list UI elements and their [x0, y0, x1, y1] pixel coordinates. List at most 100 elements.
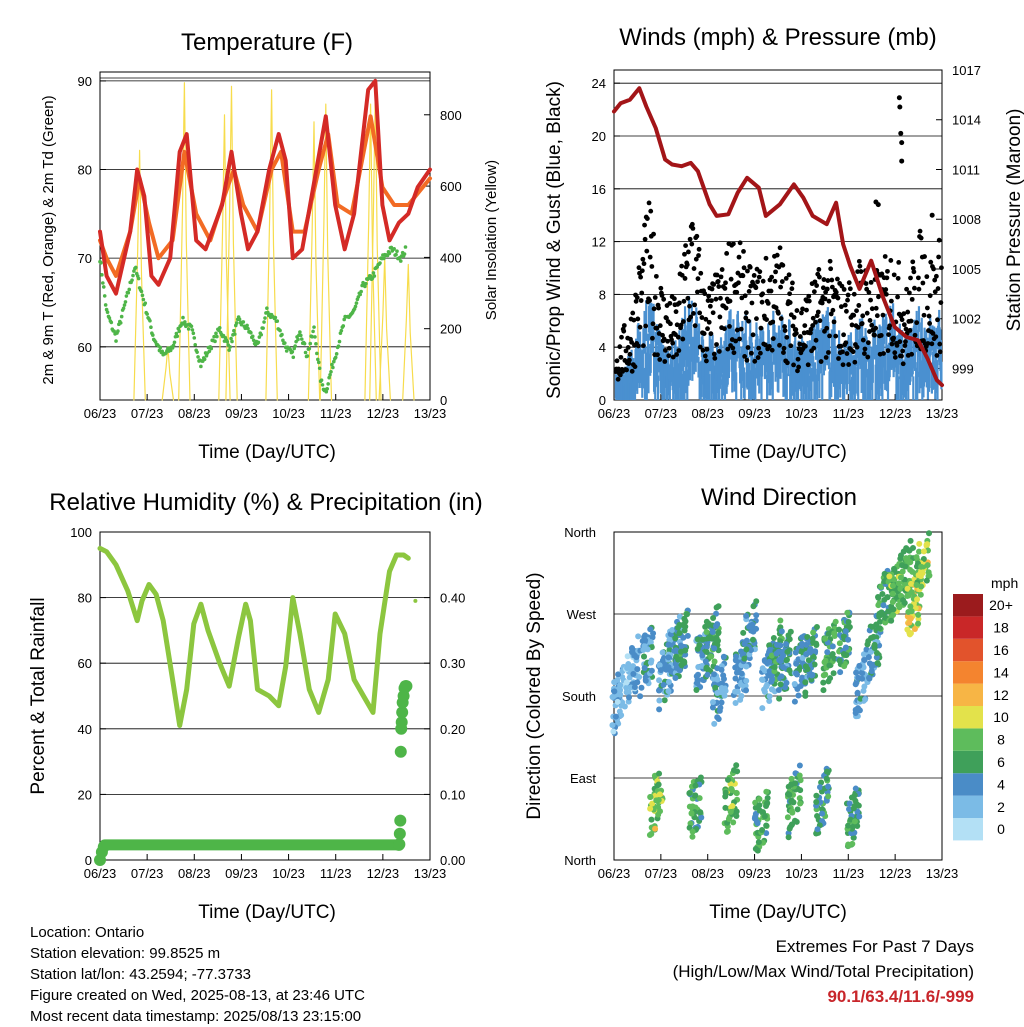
- gust-point: [725, 346, 731, 352]
- gust-point: [641, 261, 647, 267]
- dewpoint-point: [403, 245, 408, 249]
- direction-point: [919, 570, 926, 577]
- gust-point: [690, 226, 696, 231]
- gust-point: [888, 258, 894, 263]
- gust-point: [902, 343, 908, 348]
- gust-point: [755, 355, 761, 360]
- dewpoint-point: [341, 324, 346, 328]
- gust-point: [709, 298, 714, 304]
- direction-xtick-label: 13/23: [926, 866, 959, 881]
- direction-point: [862, 696, 869, 703]
- direction-point: [681, 658, 688, 665]
- direction-point: [875, 594, 882, 601]
- direction-point: [611, 688, 618, 695]
- gust-point: [927, 293, 933, 299]
- gust-point: [935, 286, 941, 291]
- direction-ytick-label: West: [567, 607, 597, 622]
- dewpoint-point: [101, 285, 106, 289]
- dewpoint-point: [280, 332, 284, 337]
- dewpoint-point: [402, 252, 407, 256]
- winds-xtick-label: 06/23: [598, 406, 631, 421]
- gust-point: [797, 334, 803, 339]
- dewpoint-point: [105, 310, 110, 315]
- gust-point: [778, 284, 784, 290]
- direction-point: [857, 695, 864, 702]
- dewpoint-point: [174, 331, 179, 336]
- colorbar-label: 12: [993, 687, 1009, 703]
- gust-point: [635, 316, 641, 322]
- dewpoint-point: [131, 273, 135, 278]
- direction-point: [665, 688, 672, 695]
- direction-point: [818, 779, 825, 786]
- dewpoint-point: [337, 339, 342, 344]
- direction-point: [675, 624, 682, 631]
- winds-xtick-label: 07/23: [645, 406, 678, 421]
- direction-point: [889, 590, 896, 597]
- gust-point: [742, 293, 748, 299]
- gust-point: [756, 345, 762, 351]
- gust-point: [841, 287, 847, 292]
- gust-point: [929, 212, 935, 218]
- insolation-line: [402, 263, 415, 401]
- gust-point: [835, 276, 840, 282]
- direction-point: [797, 683, 804, 690]
- gust-point: [651, 306, 657, 312]
- dewpoint-point: [328, 372, 332, 377]
- direction-point: [785, 830, 792, 837]
- gust-point: [652, 295, 658, 300]
- gust-point: [775, 310, 781, 316]
- direction-point: [753, 625, 760, 632]
- gust-point: [922, 254, 927, 259]
- direction-point: [743, 637, 750, 644]
- direction-point: [802, 663, 809, 670]
- dewpoint-point: [134, 265, 138, 270]
- direction-point: [754, 847, 761, 854]
- direction-point: [672, 635, 679, 642]
- gust-point: [734, 289, 740, 295]
- gust-point: [855, 324, 861, 330]
- dewpoint-point: [291, 355, 296, 360]
- gust-point: [791, 314, 797, 320]
- direction-point: [722, 804, 729, 811]
- direction-point: [799, 654, 806, 661]
- direction-point: [728, 785, 735, 792]
- direction-point: [694, 636, 701, 643]
- direction-point: [788, 797, 795, 804]
- direction-point: [650, 630, 657, 637]
- station-latlon: Station lat/lon: 43.2594; -77.3733: [30, 966, 252, 983]
- direction-point: [814, 812, 821, 819]
- gust-point: [783, 276, 789, 281]
- gust-point: [706, 319, 712, 325]
- gust-point: [779, 279, 785, 284]
- direction-point: [634, 666, 641, 673]
- gust-point: [759, 299, 765, 305]
- dewpoint-point: [101, 281, 105, 285]
- dewpoint-point: [112, 329, 116, 333]
- gust-point: [826, 298, 832, 304]
- humidity-ytick-label: 40: [78, 722, 92, 737]
- direction-point: [878, 583, 885, 590]
- dewpoint-point: [241, 320, 246, 324]
- gust-point: [820, 285, 826, 291]
- gust-point: [865, 354, 871, 360]
- direction-point: [688, 810, 695, 817]
- dewpoint-point: [311, 329, 315, 334]
- gust-point: [899, 353, 904, 359]
- gust-point: [881, 351, 886, 356]
- dewpoint-point: [199, 364, 203, 369]
- gust-point: [698, 270, 704, 276]
- direction-point: [923, 577, 930, 584]
- gust-point: [912, 332, 918, 338]
- direction-point: [711, 720, 718, 727]
- gust-point: [653, 273, 659, 279]
- precip-point: [400, 680, 413, 693]
- direction-point: [708, 653, 715, 660]
- gust-point: [637, 324, 643, 330]
- direction-point: [737, 681, 744, 688]
- winds-ytick-label: 0: [599, 393, 606, 408]
- gust-point: [936, 254, 942, 260]
- gust-point: [790, 280, 795, 286]
- dewpoint-point: [114, 339, 118, 343]
- gust-point: [630, 310, 636, 316]
- direction-point: [756, 796, 763, 803]
